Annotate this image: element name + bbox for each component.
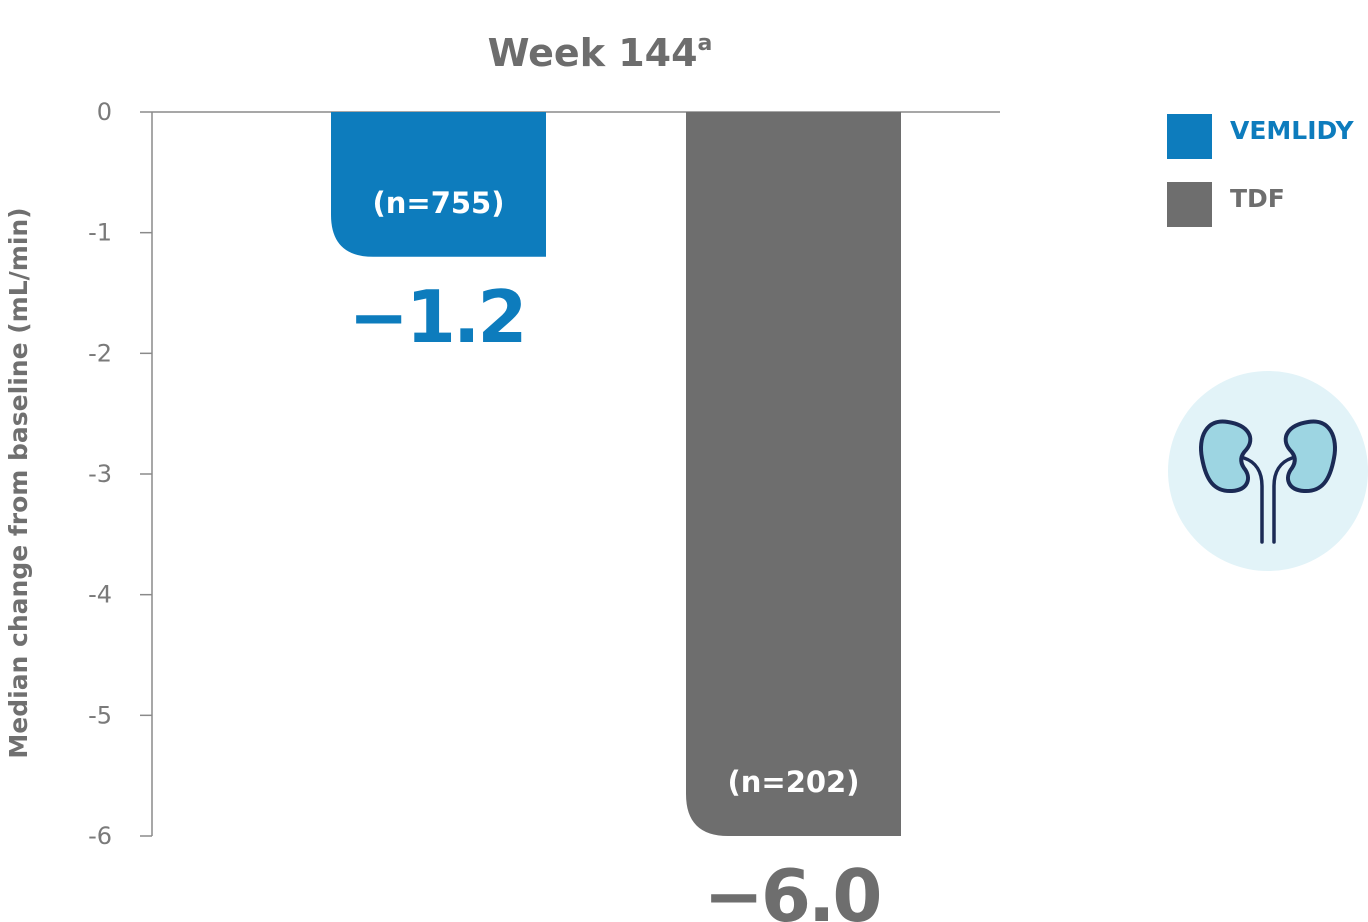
chart-title-text: Week 144 xyxy=(488,31,698,75)
y-tick-label: 0 xyxy=(97,98,112,126)
bar-n-label: (n=202) xyxy=(728,765,860,799)
chart-title: Week 144a xyxy=(488,31,713,75)
y-tick-label: -3 xyxy=(88,460,112,488)
bar-n-label: (n=755) xyxy=(373,186,505,220)
bar-vemlidy xyxy=(331,112,546,257)
y-tick-label: -6 xyxy=(88,822,112,850)
y-axis-label: Median change from baseline (mL/min) xyxy=(4,207,33,758)
bar-value-label: −1.2 xyxy=(349,275,525,359)
ureters xyxy=(1242,456,1294,544)
left-kidney xyxy=(1199,419,1253,494)
legend: VEMLIDY TDF xyxy=(1167,114,1354,227)
y-tick-label: -5 xyxy=(88,701,112,729)
y-tick-label: -1 xyxy=(88,219,112,247)
chart-title-superscript: a xyxy=(698,31,713,56)
kidneys-icon-background xyxy=(1168,371,1368,571)
y-tick-label: -2 xyxy=(88,339,112,367)
bar-value-label: −6.0 xyxy=(704,854,880,922)
right-kidney xyxy=(1283,419,1337,494)
y-tick-label: -4 xyxy=(88,581,112,609)
bars: (n=755) −1.2 (n=202) −6.0 xyxy=(331,112,901,922)
legend-label-tdf: TDF xyxy=(1230,184,1285,213)
kidneys-icon xyxy=(1168,371,1368,571)
y-axis: 0 -1 -2 -3 -4 -5 -6 xyxy=(88,98,1000,850)
legend-swatch-tdf xyxy=(1167,182,1212,227)
legend-swatch-vemlidy xyxy=(1167,114,1212,159)
bar-tdf xyxy=(686,112,901,836)
legend-label-vemlidy: VEMLIDY xyxy=(1230,116,1354,145)
